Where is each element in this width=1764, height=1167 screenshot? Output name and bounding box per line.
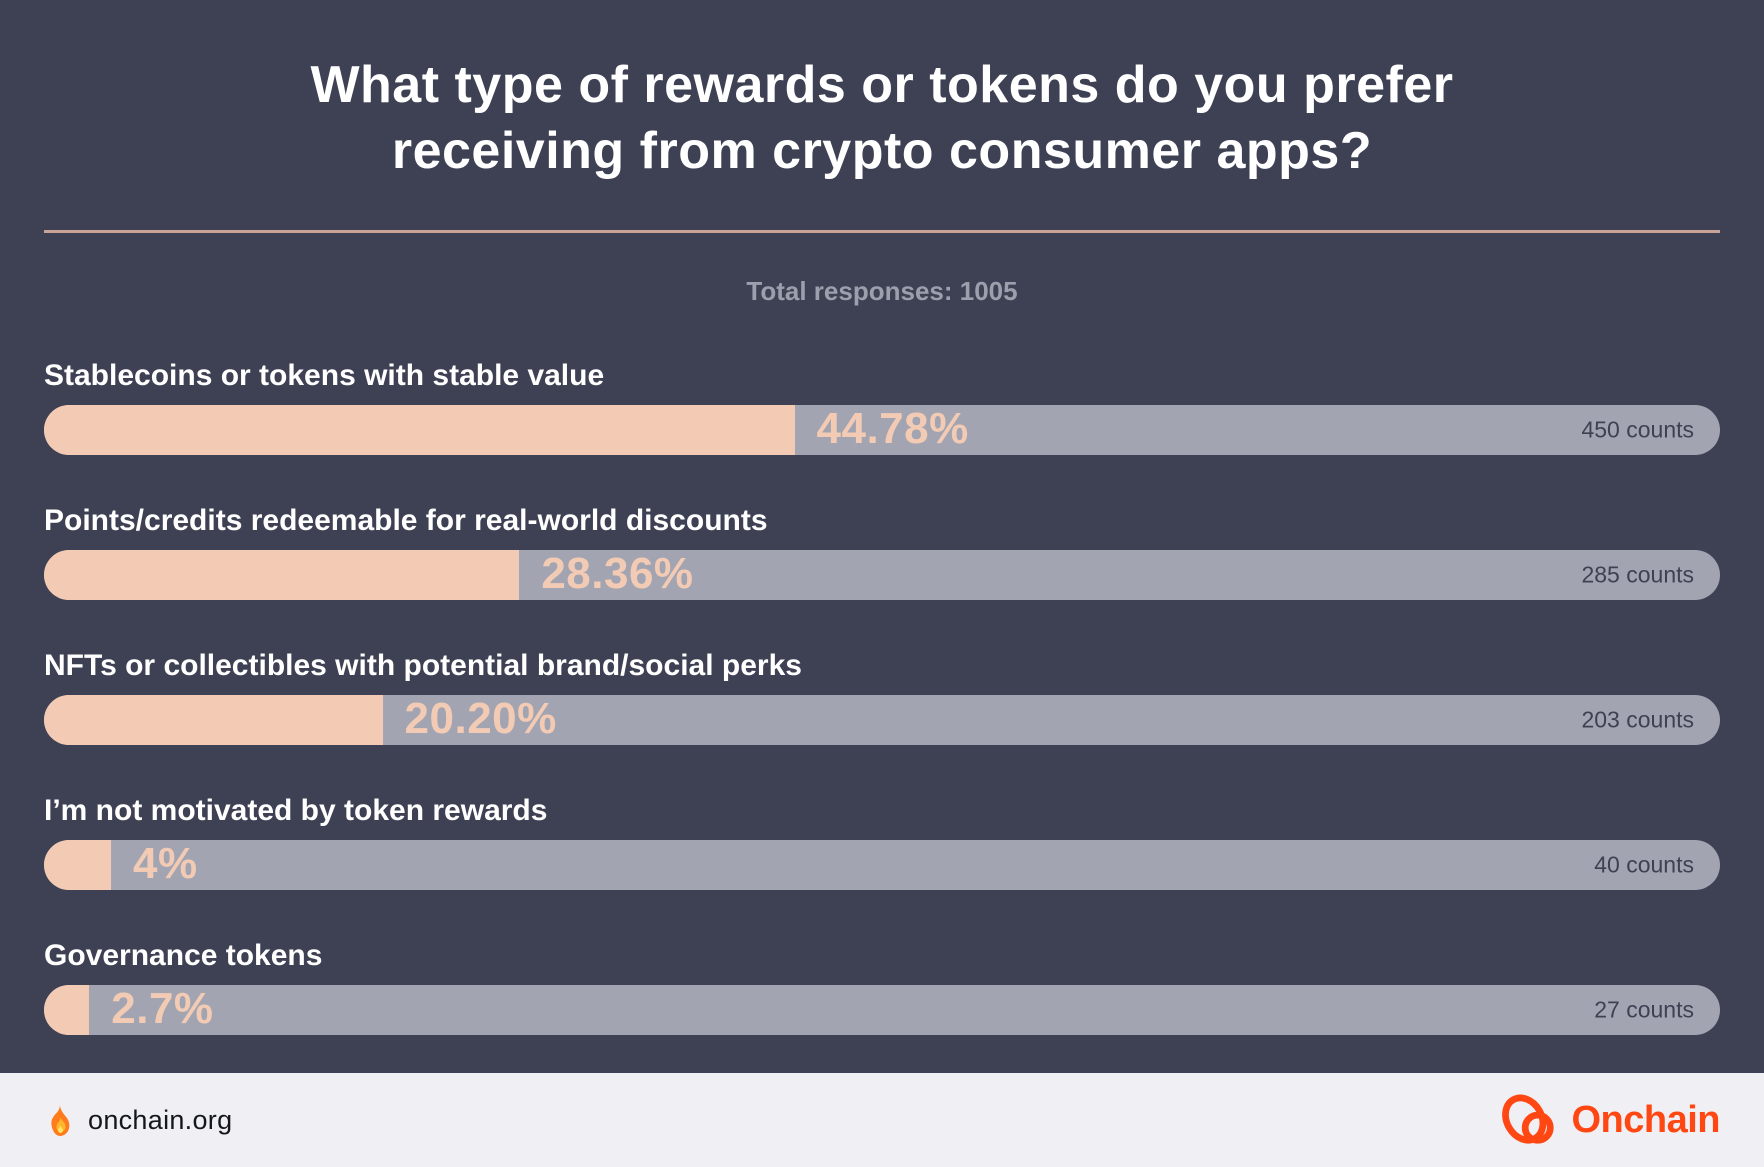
bar-count-label: 40 counts (1594, 851, 1694, 878)
bar-percent-label: 28.36% (541, 549, 694, 598)
bar-chart: Stablecoins or tokens with stable value … (44, 357, 1720, 1035)
bar-fill (44, 550, 520, 600)
bar-count-label: 203 counts (1581, 706, 1694, 733)
bar-category-label: Stablecoins or tokens with stable value (44, 359, 605, 392)
chart-content: What type of rewards or tokens do you pr… (0, 52, 1764, 1035)
bar-track: 2.7% 27 counts (44, 984, 1720, 1035)
bar-group-stablecoins: Stablecoins or tokens with stable value … (44, 357, 1720, 455)
bar-group-governance: Governance tokens 2.7% 27 counts (44, 937, 1720, 1035)
bar-fill (44, 985, 90, 1035)
bar-category-label: I’m not motivated by token rewards (44, 794, 548, 827)
chart-title-line-1: What type of rewards or tokens do you pr… (310, 56, 1454, 114)
bar-fill (44, 405, 795, 455)
total-responses-label: Total responses: 1005 (746, 276, 1018, 306)
brand-wordmark: Onchain (1571, 1098, 1720, 1141)
bar-category-label: NFTs or collectibles with potential bran… (44, 649, 802, 682)
bar-percent-label: 4% (133, 839, 198, 888)
bar-percent-label: 44.78% (816, 404, 969, 453)
bar-track: 44.78% 450 counts (44, 404, 1720, 455)
footer-site: onchain.org (44, 1103, 232, 1137)
bar-percent-label: 2.7% (111, 984, 214, 1033)
bar-percent-label: 20.20% (404, 694, 557, 743)
bar-group-nfts: NFTs or collectibles with potential bran… (44, 647, 1720, 745)
bar-group-points-credits: Points/credits redeemable for real-world… (44, 502, 1720, 600)
chart-title-line-2: receiving from crypto consumer apps? (391, 122, 1373, 180)
bar-category-label: Points/credits redeemable for real-world… (44, 504, 768, 537)
chart-title: What type of rewards or tokens do you pr… (164, 52, 1600, 184)
bar-group-not-motivated: I’m not motivated by token rewards 4% 40… (44, 792, 1720, 890)
onchain-logo-icon (1501, 1092, 1559, 1148)
bar-track: 20.20% 203 counts (44, 694, 1720, 745)
bar-count-label: 285 counts (1581, 561, 1694, 588)
bar-fill (44, 840, 112, 890)
footer: onchain.org Onchain (0, 1073, 1764, 1167)
brand-logo: Onchain (1501, 1092, 1720, 1148)
title-divider (44, 230, 1720, 233)
bar-fill (44, 695, 383, 745)
bar-category-label: Governance tokens (44, 939, 323, 972)
bar-count-label: 27 counts (1594, 996, 1694, 1023)
flame-icon (44, 1103, 74, 1137)
bar-track: 4% 40 counts (44, 839, 1720, 890)
footer-site-label: onchain.org (88, 1104, 233, 1135)
bar-track: 28.36% 285 counts (44, 549, 1720, 600)
bar-count-label: 450 counts (1581, 416, 1694, 443)
